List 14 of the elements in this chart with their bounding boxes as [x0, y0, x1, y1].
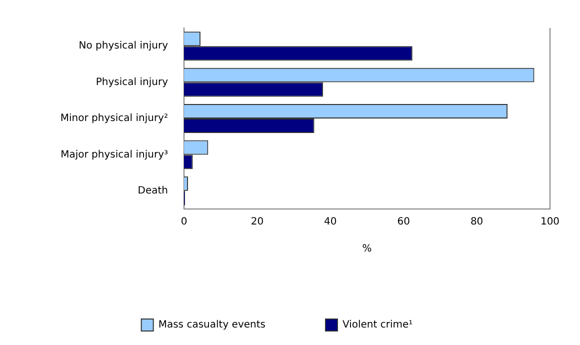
x-tick-label: 60: [397, 216, 410, 228]
x-tick-label: 40: [324, 216, 337, 228]
x-tick-label: 0: [180, 216, 188, 228]
y-tick-label: No physical injury: [78, 40, 168, 52]
y-tick-label: Major physical injury³: [60, 149, 168, 160]
x-tick-label: 80: [470, 216, 484, 228]
x-tick-label: 100: [540, 216, 560, 228]
legend-label: Mass casualty events: [158, 320, 266, 331]
x-tick-label: 20: [250, 216, 264, 228]
legend-label: Violent crime¹: [342, 320, 413, 331]
y-tick-label: Physical injury: [96, 76, 168, 88]
y-tick-label: Death: [138, 185, 168, 196]
x-axis-title: %: [362, 244, 372, 255]
y-tick-label: Minor physical injury²: [60, 113, 168, 124]
